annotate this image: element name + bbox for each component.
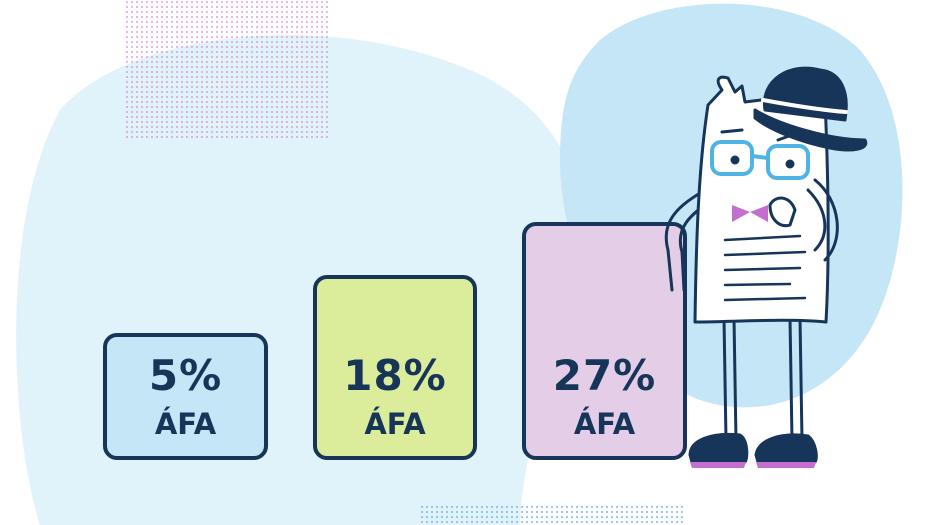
hat [763, 66, 848, 122]
hat-band [761, 98, 848, 114]
eye-left [730, 155, 740, 165]
glasses-right [766, 144, 810, 180]
right-shoe-sole [756, 462, 816, 468]
right-arm [806, 178, 839, 262]
paper-lines [723, 234, 807, 302]
rate-label: ÁFA [364, 407, 426, 441]
hat-brim [753, 108, 868, 152]
rate-value: 5% [148, 351, 223, 400]
bow-tie [732, 205, 768, 222]
rate-value: 27% [552, 351, 657, 400]
left-leg [722, 316, 738, 442]
blue-dot-pattern [420, 503, 686, 525]
left-shoe [688, 432, 749, 464]
eye-right [785, 159, 795, 169]
rate-box-18: 18% ÁFA [313, 275, 477, 460]
rate-value: 18% [343, 351, 447, 400]
pink-dot-pattern [124, 0, 328, 138]
left-shoe-sole [690, 462, 746, 468]
rate-box-27: 27% ÁFA [522, 222, 687, 460]
rate-box-5: 5% ÁFA [103, 333, 268, 460]
rate-label: ÁFA [573, 407, 636, 441]
hand [768, 196, 797, 228]
right-leg [788, 316, 804, 442]
right-shoe [754, 433, 818, 464]
rate-label: ÁFA [154, 407, 217, 441]
